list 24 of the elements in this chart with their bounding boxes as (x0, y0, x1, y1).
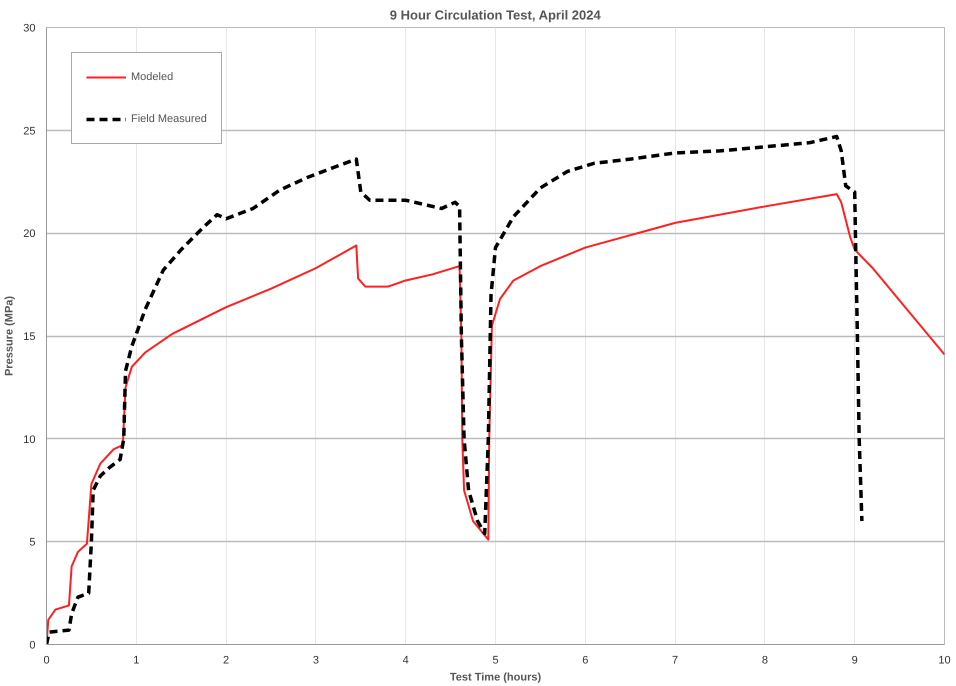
x-tick-label: 2 (223, 654, 230, 666)
x-tick-label: 0 (43, 654, 50, 666)
y-tick-label: 5 (29, 536, 36, 549)
x-tick-label: 9 (852, 654, 858, 666)
y-tick-label: 30 (23, 22, 36, 34)
x-tick-label: 10 (938, 654, 951, 666)
y-tick-label: 15 (23, 331, 36, 343)
x-tick-label: 4 (402, 654, 409, 666)
y-tick-label: 25 (23, 125, 36, 138)
chart-title: 9 Hour Circulation Test, April 2024 (390, 8, 602, 22)
x-tick-label: 6 (582, 654, 588, 666)
x-tick-label: 7 (672, 654, 678, 666)
y-tick-label: 10 (23, 434, 36, 446)
x-tick-label: 5 (492, 654, 499, 666)
y-tick-label: 20 (23, 228, 36, 240)
line-series (46, 134, 864, 644)
x-tick-label: 8 (762, 654, 768, 666)
x-tick-label: 1 (133, 654, 140, 666)
x-tick-label: 3 (312, 654, 319, 666)
y-tick-label: 0 (29, 640, 36, 652)
y-axis-title: Pressure (MPa) (3, 296, 16, 376)
legend-label: Modeled (131, 71, 174, 83)
legend-label: Field Measured (131, 113, 207, 125)
x-axis-title: Test Time (hours) (450, 672, 542, 684)
